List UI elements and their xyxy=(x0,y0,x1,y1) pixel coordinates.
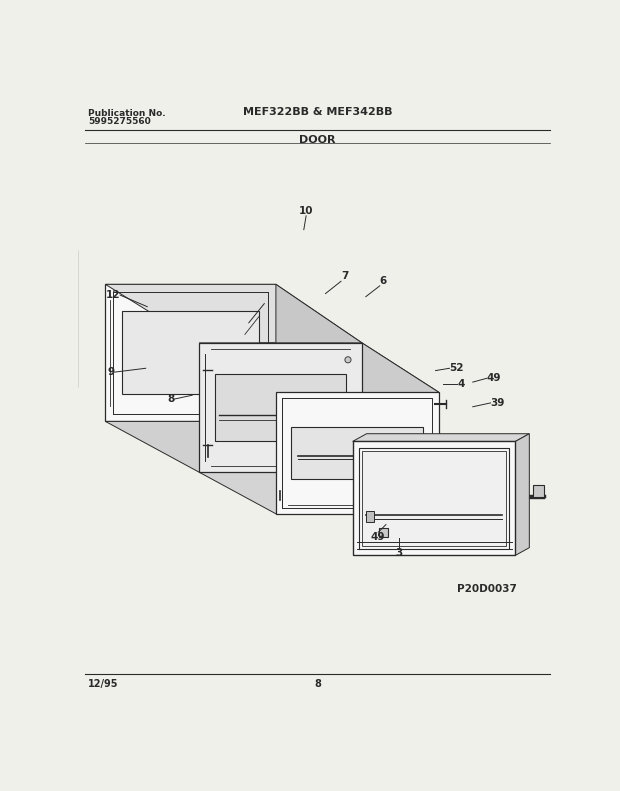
Polygon shape xyxy=(105,422,362,472)
Circle shape xyxy=(345,452,351,458)
Bar xyxy=(409,452,419,461)
Text: Publication No.: Publication No. xyxy=(88,109,166,118)
Text: 5995275560: 5995275560 xyxy=(88,117,151,127)
Bar xyxy=(123,312,259,395)
Polygon shape xyxy=(353,433,529,441)
Circle shape xyxy=(345,357,351,363)
Text: 3: 3 xyxy=(396,547,403,558)
Text: 8: 8 xyxy=(314,679,321,689)
Text: P20D0037: P20D0037 xyxy=(458,584,517,594)
Text: 7: 7 xyxy=(341,271,348,282)
Polygon shape xyxy=(515,433,529,555)
Bar xyxy=(362,451,506,546)
Text: 9: 9 xyxy=(108,367,115,377)
Text: 8: 8 xyxy=(167,394,174,404)
Polygon shape xyxy=(199,343,439,392)
Bar xyxy=(366,511,373,521)
Polygon shape xyxy=(42,250,77,387)
Polygon shape xyxy=(199,343,362,472)
Text: 12: 12 xyxy=(105,290,120,300)
Text: 10: 10 xyxy=(299,206,313,216)
Text: 49: 49 xyxy=(487,373,501,384)
Bar xyxy=(379,528,388,537)
Text: 39: 39 xyxy=(490,398,505,408)
Polygon shape xyxy=(105,284,276,422)
Polygon shape xyxy=(276,284,362,472)
Bar xyxy=(215,373,347,441)
Text: 12/95: 12/95 xyxy=(88,679,119,689)
Bar xyxy=(291,427,423,479)
Polygon shape xyxy=(105,284,362,343)
Text: 4: 4 xyxy=(458,379,464,388)
Polygon shape xyxy=(362,343,439,514)
Text: 52: 52 xyxy=(450,363,464,373)
Polygon shape xyxy=(276,392,439,514)
Text: DOOR: DOOR xyxy=(299,135,336,145)
Polygon shape xyxy=(353,441,515,555)
Text: MEF322BB & MEF342BB: MEF322BB & MEF342BB xyxy=(243,108,392,117)
Polygon shape xyxy=(199,472,439,514)
Text: 6: 6 xyxy=(379,276,387,286)
Text: 49: 49 xyxy=(371,532,386,543)
Bar xyxy=(533,485,544,497)
Text: eReplacementParts.com: eReplacementParts.com xyxy=(241,419,394,433)
